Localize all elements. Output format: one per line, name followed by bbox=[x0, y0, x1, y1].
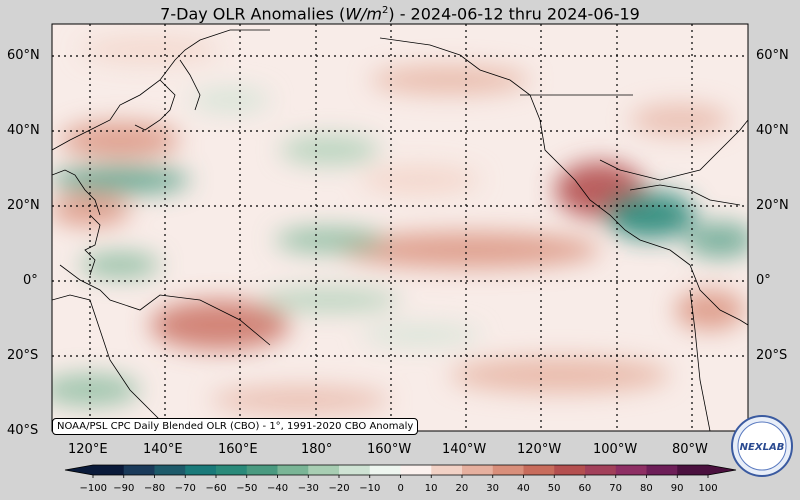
logo-text: NEXLAB bbox=[740, 442, 785, 453]
colorbar-tick-label: 100 bbox=[698, 483, 718, 494]
colorbar-segment bbox=[462, 465, 494, 475]
colorbar-tick-label: −70 bbox=[174, 483, 196, 494]
colorbar-segment bbox=[523, 465, 555, 475]
lon-label: 140°W bbox=[442, 442, 487, 457]
lat-label-left: 0° bbox=[23, 273, 38, 288]
colorbar-tick-label: −10 bbox=[359, 483, 381, 494]
colorbar-segment bbox=[492, 465, 524, 475]
colorbar-tick-label: 90 bbox=[670, 483, 684, 494]
colorbar-segments bbox=[64, 464, 737, 478]
colorbar-tick-label: −60 bbox=[205, 483, 227, 494]
colorbar-tick-label: −80 bbox=[144, 483, 166, 494]
colorbar-segment bbox=[185, 465, 217, 475]
lat-label-right: 20°S bbox=[756, 348, 788, 363]
colorbar-tick-label: −40 bbox=[267, 483, 289, 494]
colorbar-segment bbox=[246, 465, 278, 475]
lat-label-left: 40°S bbox=[7, 423, 39, 438]
colorbar-segment bbox=[308, 465, 340, 475]
colorbar-tick-label: −20 bbox=[328, 483, 350, 494]
lon-label: 160°W bbox=[367, 442, 412, 457]
data-source-credit: NOAA/PSL CPC Daily Blended OLR (CBO) - 1… bbox=[52, 418, 419, 435]
colorbar-segment bbox=[93, 465, 125, 475]
colorbar-tick-label: 50 bbox=[547, 483, 561, 494]
colorbar-segment bbox=[339, 465, 371, 475]
colorbar-tick-label: 40 bbox=[517, 483, 530, 494]
lon-label: 120°W bbox=[517, 442, 562, 457]
lon-label: 160°E bbox=[218, 442, 258, 457]
coastlines bbox=[52, 29, 748, 431]
colorbar-segment bbox=[123, 465, 155, 475]
colorbar-tick-label: 20 bbox=[455, 483, 469, 494]
lat-label-right: 40°N bbox=[756, 123, 789, 138]
lon-label: 120°E bbox=[68, 442, 108, 457]
lat-label-left: 60°N bbox=[7, 48, 40, 63]
colorbar-segment bbox=[369, 465, 401, 475]
colorbar-segment bbox=[554, 465, 586, 475]
colorbar-segment bbox=[585, 465, 617, 475]
colorbar-segment bbox=[400, 465, 432, 475]
lon-label: 80°W bbox=[672, 442, 708, 457]
nexlab-logo: NEXLAB bbox=[731, 415, 793, 477]
colorbar-segment bbox=[646, 465, 678, 475]
colorbar-extend-max bbox=[708, 465, 736, 475]
lat-label-right: 0° bbox=[756, 273, 771, 288]
colorbar-tick-label: −90 bbox=[113, 483, 135, 494]
colorbar-tick-label: 0 bbox=[397, 483, 404, 494]
anomaly-field bbox=[52, 24, 748, 431]
lat-label-right: 20°N bbox=[756, 198, 789, 213]
colorbar-tick-label: −100 bbox=[79, 483, 107, 494]
colorbar-tick-label: 70 bbox=[609, 483, 622, 494]
colorbar-tick-label: 10 bbox=[424, 483, 438, 494]
lat-label-left: 20°S bbox=[7, 348, 39, 363]
colorbar-extend-min bbox=[65, 465, 93, 475]
graticule bbox=[52, 24, 748, 431]
lon-label: 140°E bbox=[143, 442, 183, 457]
colorbar-tick-label: −30 bbox=[297, 483, 319, 494]
colorbar bbox=[64, 464, 737, 478]
colorbar-tick-label: 30 bbox=[486, 483, 499, 494]
colorbar-segment bbox=[154, 465, 186, 475]
colorbar-segment bbox=[677, 465, 709, 475]
colorbar-segment bbox=[615, 465, 647, 475]
lat-label-left: 20°N bbox=[7, 198, 40, 213]
colorbar-tick-label: 80 bbox=[640, 483, 653, 494]
lon-label: 180° bbox=[301, 442, 333, 457]
colorbar-segment bbox=[431, 465, 463, 475]
map-title: 7-Day OLR Anomalies (W/m2) - 2024-06-12 … bbox=[160, 4, 640, 24]
colorbar-tick-label: −50 bbox=[236, 483, 258, 494]
lon-label: 100°W bbox=[593, 442, 638, 457]
colorbar-tick-label: 60 bbox=[578, 483, 592, 494]
lat-label-left: 40°N bbox=[7, 123, 40, 138]
colorbar-segment bbox=[216, 465, 248, 475]
colorbar-segment bbox=[277, 465, 309, 475]
lat-label-right: 60°N bbox=[756, 48, 789, 63]
